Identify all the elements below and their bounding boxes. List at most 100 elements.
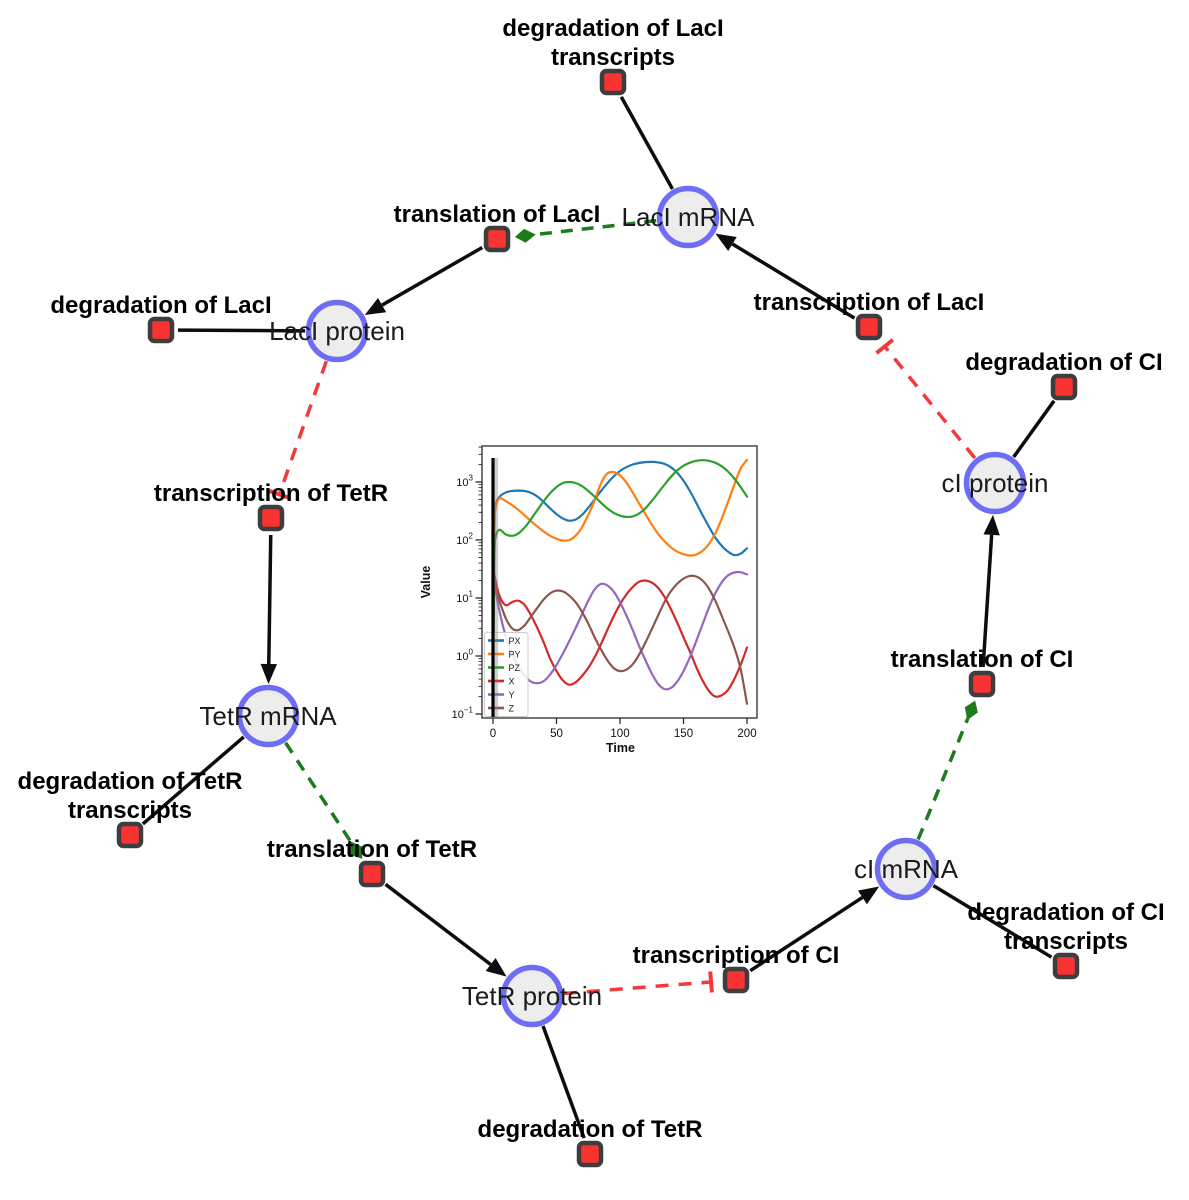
edge-reactant-laci_protein-deg_laci bbox=[177, 328, 306, 333]
y-tick-label: 10−1 bbox=[452, 706, 474, 722]
edge-product-transl_laci-laci_protein bbox=[364, 245, 484, 316]
species-label-ci_mrna: cI mRNA bbox=[854, 854, 959, 884]
x-axis-title: Time bbox=[606, 741, 635, 755]
y-axis: 10−1 100 101 102 103 bbox=[452, 446, 482, 722]
arrowhead-icon bbox=[260, 663, 277, 685]
x-tick-label: 200 bbox=[737, 728, 756, 740]
edge-product-transl_ci-ci_protein bbox=[981, 514, 1000, 668]
reaction-label-transl_laci: translation of LacI bbox=[394, 201, 601, 228]
reaction-node-deg_laci_tx bbox=[599, 68, 627, 96]
species-node-tetr_protein bbox=[500, 964, 564, 1028]
edge-reactant-laci_mrna-deg_laci_tx bbox=[619, 96, 674, 190]
reaction-node-transl_ci bbox=[968, 670, 996, 698]
y-tick-label: 102 bbox=[456, 532, 473, 548]
reaction-label-transl_tetr: translation of TetR bbox=[267, 836, 477, 863]
modifier-diamond-icon bbox=[514, 228, 536, 243]
species-label-ci_protein: cI protein bbox=[942, 468, 1049, 498]
arrowhead-icon bbox=[364, 297, 387, 316]
edge-reactant-tetr_protein-deg_tetr bbox=[541, 1025, 586, 1139]
edges-layer bbox=[141, 96, 1056, 1139]
species-node-laci_mrna bbox=[656, 185, 720, 249]
edge-inhibition-ci_protein-tx_laci bbox=[875, 338, 977, 460]
x-tick-label: 50 bbox=[550, 728, 563, 740]
edge-product-tx_ci-ci_mrna bbox=[749, 886, 880, 973]
reaction-node-tx_laci bbox=[855, 313, 883, 341]
reaction-node-deg_laci bbox=[147, 316, 175, 344]
legend-box bbox=[484, 632, 529, 717]
reaction-node-transl_tetr bbox=[358, 860, 386, 888]
plot-series-PX bbox=[491, 460, 749, 705]
species-label-laci_mrna: LacI mRNA bbox=[622, 202, 756, 232]
legend-label: Y bbox=[509, 690, 515, 700]
plot-series-PY bbox=[491, 458, 749, 705]
edge-inhibition-tetr_protein-tx_ci bbox=[563, 971, 714, 996]
reaction-node-transl_laci bbox=[483, 225, 511, 253]
modifier-diamond-icon bbox=[350, 841, 363, 859]
edge-modifier-laci_mrna-transl_laci bbox=[514, 218, 657, 243]
edge-product-transl_tetr-tetr_protein bbox=[384, 882, 507, 977]
x-axis: 0 50 100 150 200 bbox=[490, 718, 757, 740]
reaction-label-deg_ci: degradation of CI bbox=[965, 349, 1162, 376]
species-node-tetr_mrna bbox=[236, 684, 300, 748]
species-label-tetr_mrna: TetR mRNA bbox=[199, 701, 337, 731]
edge-reactant-ci_protein-deg_ci bbox=[1012, 399, 1056, 459]
y-tick-label: 100 bbox=[456, 648, 473, 664]
reaction-label-deg_ci_tx: transcripts bbox=[1004, 928, 1128, 955]
edge-modifier-ci_mrna-transl_ci bbox=[916, 700, 978, 841]
plot-series-X bbox=[491, 565, 749, 698]
edge-product-tx_tetr-tetr_mrna bbox=[260, 534, 277, 685]
edge-inhibition-laci_protein-tx_tetr bbox=[268, 360, 328, 500]
reaction-node-tx_ci bbox=[722, 966, 750, 994]
plot-legend: PX PY PZ XYZ bbox=[484, 632, 529, 717]
arrowhead-icon bbox=[983, 514, 1000, 536]
inhibition-tbar-icon bbox=[268, 489, 290, 500]
reaction-node-deg_tetr bbox=[576, 1140, 604, 1168]
labels-layer: LacI mRNA LacI protein TetR mRNA TetR prote… bbox=[18, 15, 1165, 1143]
plot-series-layer bbox=[491, 458, 749, 705]
y-tick-label: 103 bbox=[456, 474, 473, 490]
reaction-label-transl_ci: translation of CI bbox=[891, 646, 1074, 673]
edge-reactant-tetr_mrna-deg_tetr_tx bbox=[141, 735, 245, 826]
species-node-ci_mrna bbox=[874, 837, 938, 901]
edge-reactant-ci_mrna-deg_ci_tx bbox=[932, 884, 1053, 959]
reaction-label-deg_laci: degradation of LacI bbox=[50, 292, 271, 319]
reaction-label-deg_tetr: degradation of TetR bbox=[478, 1116, 703, 1143]
plot-series-Z bbox=[491, 564, 749, 705]
event-band bbox=[493, 458, 499, 717]
legend-label: Z bbox=[509, 703, 515, 713]
arrowhead-icon bbox=[715, 233, 737, 252]
reaction-node-tx_tetr bbox=[257, 504, 285, 532]
y-tick-label: 101 bbox=[456, 590, 473, 606]
legend-label: X bbox=[509, 676, 515, 686]
reaction-node-deg_ci_tx bbox=[1052, 952, 1080, 980]
reaction-label-tx_laci: transcription of LacI bbox=[754, 289, 985, 316]
species-label-tetr_protein: TetR protein bbox=[462, 981, 602, 1011]
inhibition-tbar-icon bbox=[708, 971, 714, 993]
legend-label: PX bbox=[509, 636, 521, 646]
legend-label: PY bbox=[509, 649, 521, 659]
nodes-layer bbox=[116, 68, 1080, 1168]
reaction-label-deg_ci_tx: degradation of CI bbox=[967, 899, 1164, 926]
reaction-label-deg_tetr_tx: degradation of TetR bbox=[18, 768, 243, 795]
modifier-diamond-icon bbox=[964, 700, 978, 721]
legend-label: PZ bbox=[509, 663, 521, 673]
x-tick-label: 100 bbox=[610, 728, 629, 740]
species-node-ci_protein bbox=[963, 451, 1027, 515]
x-tick-label: 150 bbox=[674, 728, 693, 740]
arrowhead-icon bbox=[857, 886, 880, 905]
species-label-laci_protein: LacI protein bbox=[269, 316, 405, 346]
reaction-label-tx_ci: transcription of CI bbox=[633, 942, 840, 969]
arrowhead-icon bbox=[485, 957, 507, 977]
inhibition-tbar-icon bbox=[875, 338, 895, 355]
edge-product-tx_laci-laci_mrna bbox=[715, 233, 856, 320]
reaction-label-deg_laci_tx: transcripts bbox=[551, 44, 675, 71]
reaction-label-tx_tetr: transcription of TetR bbox=[154, 480, 388, 507]
x-tick-label: 0 bbox=[490, 728, 496, 740]
species-node-laci_protein bbox=[305, 299, 369, 363]
edge-modifier-tetr_mrna-transl_tetr bbox=[284, 741, 363, 859]
reaction-label-deg_laci_tx: degradation of LacI bbox=[502, 15, 723, 42]
reaction-node-deg_tetr_tx bbox=[116, 821, 144, 849]
